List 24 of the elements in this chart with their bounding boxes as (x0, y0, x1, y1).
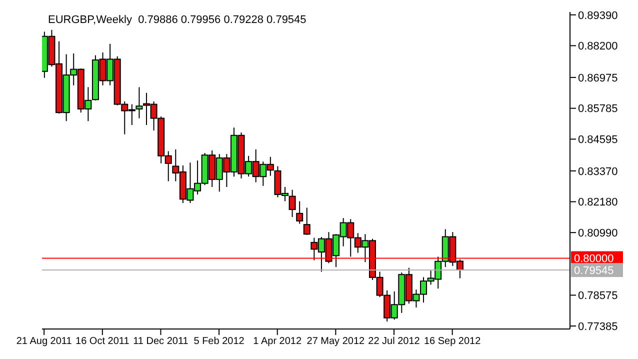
chart-title: EURGBP,Weekly 0.79886 0.79956 0.79228 0.79545 (48, 14, 306, 26)
x-tick-label: 1 Apr 2012 (253, 336, 302, 348)
candlestick (296, 200, 304, 224)
y-tick-label: 0.78575 (578, 290, 618, 302)
y-tick-label: 0.86975 (578, 72, 618, 84)
y-tick-label: 0.85785 (578, 103, 618, 116)
ref-line-label: 0.80000 (574, 253, 614, 266)
y-tick-label: 0.84595 (578, 134, 618, 146)
y-tick-label: 0.88200 (578, 40, 618, 53)
x-tick-label: 22 Jul 2012 (368, 336, 420, 348)
x-tick-label: 21 Aug 2011 (16, 336, 72, 348)
x-tick-label: 5 Feb 2012 (194, 336, 245, 348)
ref-line-label: 0.79545 (574, 265, 614, 278)
candlestick (288, 189, 296, 218)
x-tick-label: 16 Oct 2011 (76, 336, 130, 348)
y-tick-label: 0.82180 (578, 196, 618, 209)
x-tick-label: 27 May 2012 (306, 336, 366, 348)
y-tick-label: 0.80990 (578, 227, 618, 240)
y-tick-label: 0.89390 (578, 10, 618, 22)
y-tick-label: 0.77385 (578, 320, 618, 333)
y-tick-label: 0.83370 (578, 166, 618, 178)
x-tick-label: 11 Dec 2011 (133, 336, 189, 348)
candlestick (303, 207, 310, 236)
x-tick-label: 16 Sep 2012 (424, 336, 482, 348)
